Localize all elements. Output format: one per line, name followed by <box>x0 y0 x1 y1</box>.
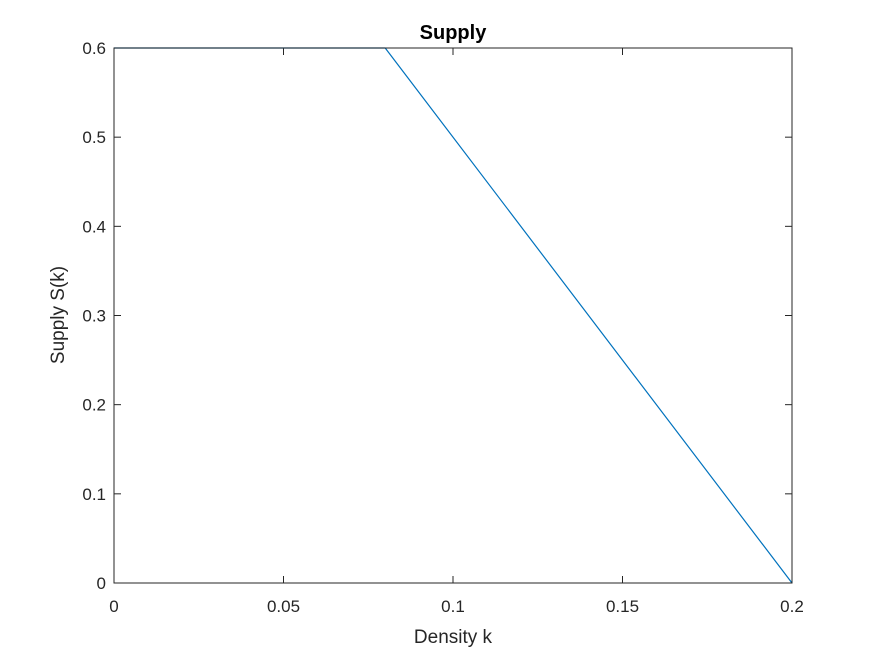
y-tick-label: 0.2 <box>82 396 106 415</box>
x-tick-labels: 0 0.05 0.1 0.15 0.2 <box>109 597 804 616</box>
x-tick-label: 0.1 <box>441 597 465 616</box>
x-tick-label: 0.15 <box>606 597 639 616</box>
y-tick-label: 0.5 <box>82 128 106 147</box>
y-tick-label: 0 <box>97 574 106 593</box>
y-tick-labels: 0 0.1 0.2 0.3 0.4 0.5 0.6 <box>82 39 106 593</box>
y-tick-label: 0.6 <box>82 39 106 58</box>
x-tick-label: 0.2 <box>780 597 804 616</box>
x-tick-label: 0.05 <box>267 597 300 616</box>
y-tick-label: 0.4 <box>82 217 106 236</box>
y-tick-label: 0.1 <box>82 485 106 504</box>
x-tick-label: 0 <box>109 597 118 616</box>
x-axis-label: Density k <box>414 627 493 648</box>
chart-title: Supply <box>420 22 488 44</box>
y-tick-label: 0.3 <box>82 307 106 326</box>
axes-box <box>113 47 793 584</box>
plot-area <box>114 48 792 583</box>
y-axis-label: Supply S(k) <box>48 266 69 364</box>
